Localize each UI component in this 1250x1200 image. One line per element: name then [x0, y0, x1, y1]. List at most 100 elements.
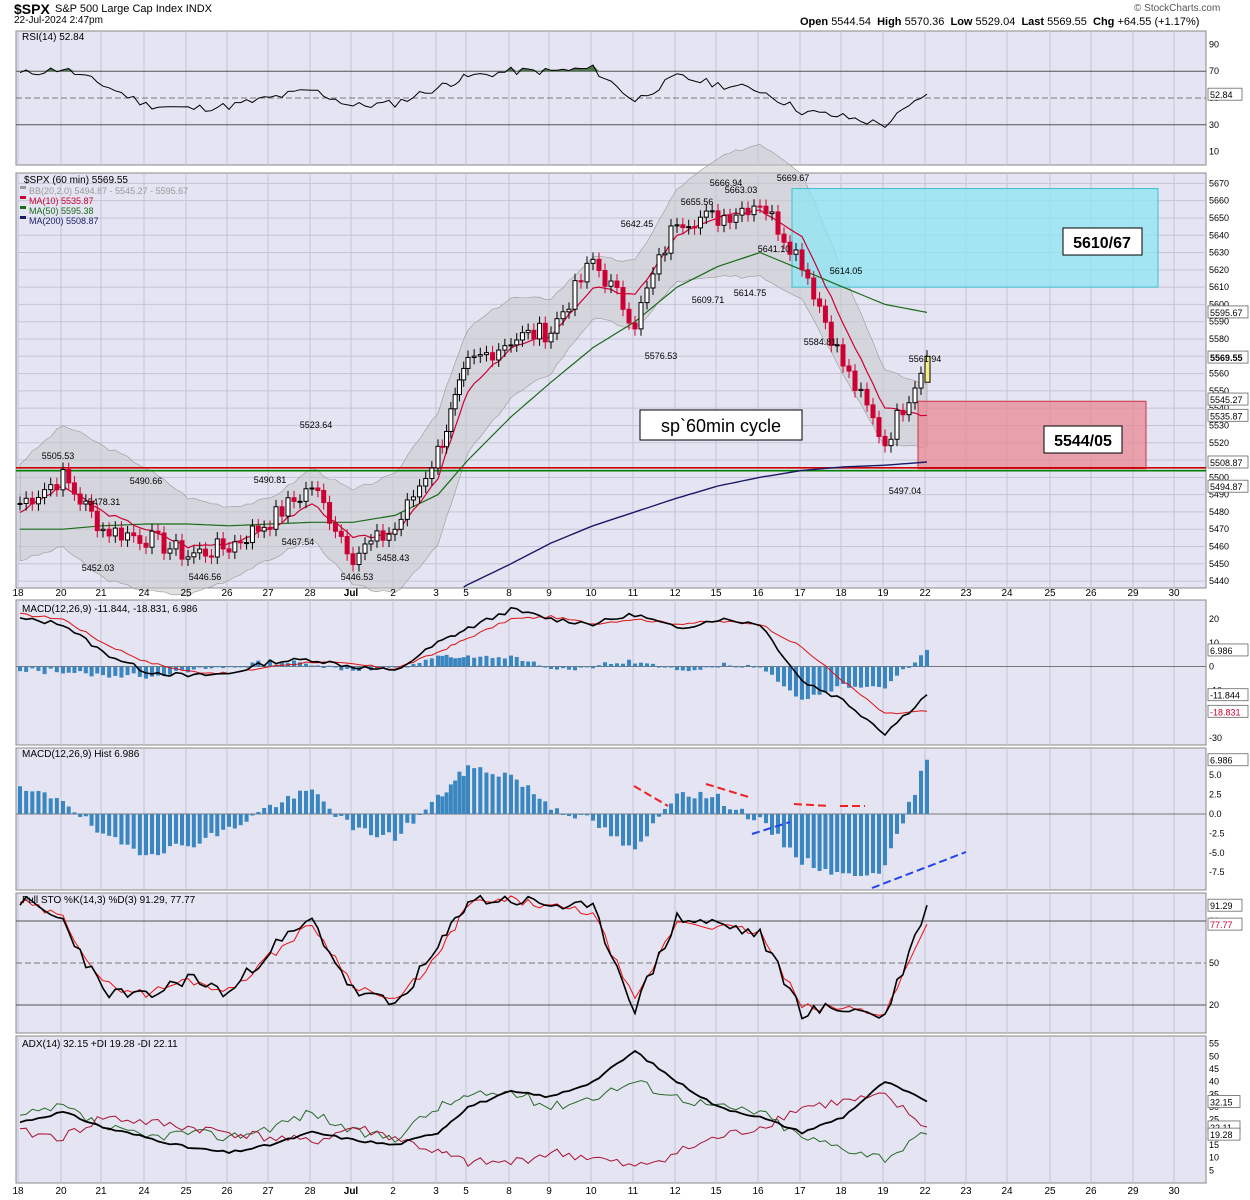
hist-bar — [61, 801, 65, 814]
candle-body — [238, 541, 244, 544]
candle-body — [846, 365, 852, 372]
rsi-overbought-fill — [581, 68, 587, 72]
x-axis-label: 26 — [1085, 588, 1097, 599]
macd-hist-bar — [770, 666, 774, 675]
candle-body — [155, 530, 161, 534]
macd-hist-bar — [387, 666, 391, 668]
quote-summary: Open 5544.54 High 5570.36 Low 5529.04 La… — [800, 16, 1199, 28]
x-axis-label: 21 — [95, 588, 107, 599]
cycle-label-box: sp`60min cycle — [639, 409, 803, 441]
candle-body — [834, 344, 840, 347]
candle-body — [48, 484, 54, 491]
macd-hist-bar — [704, 666, 709, 668]
candle-body — [537, 322, 543, 340]
x-axis-label: 5 — [463, 588, 469, 599]
macd-hist-bar — [66, 666, 71, 673]
x-axis-label: 23 — [960, 1186, 972, 1197]
hist-bar — [30, 791, 35, 814]
macd-hist-bar — [800, 666, 804, 700]
hist-bar — [48, 798, 53, 814]
hist-bar — [758, 813, 762, 818]
macd-hist-bar — [847, 666, 851, 688]
ticker-symbol: $SPX — [14, 1, 50, 17]
candle-body — [578, 280, 584, 283]
macd-hist-bar — [490, 658, 495, 667]
hist-bar — [440, 796, 445, 814]
price-annotation: 5446.56 — [189, 572, 222, 582]
price-flag: 5508.87 — [1207, 455, 1249, 469]
hist-bar — [186, 813, 190, 847]
hist-bar — [423, 809, 428, 814]
high-label: High — [877, 16, 902, 28]
cycle-label: sp`60min cycle — [661, 416, 781, 436]
macd-hist-bar — [865, 666, 869, 687]
candle-body — [680, 224, 686, 229]
candle-body — [131, 532, 137, 537]
price-flag-label: 5535.87 — [1210, 411, 1243, 421]
candle-body — [692, 226, 698, 229]
candle-body — [410, 496, 416, 501]
candle-body — [303, 488, 309, 502]
candle-body — [828, 321, 834, 346]
candle-body — [715, 210, 721, 226]
hist-bar — [174, 813, 178, 844]
candle-body — [208, 555, 214, 558]
hist-bar — [621, 813, 625, 846]
x-axis-label: 10 — [585, 1186, 597, 1197]
stockcharts-logo[interactable]: © StockCharts.com — [1134, 3, 1221, 14]
hist-bar — [835, 813, 840, 873]
macd-hist-bar — [444, 654, 449, 667]
macd-hist-bar — [526, 661, 531, 667]
hist-bar — [191, 813, 196, 848]
legend-swatch — [20, 186, 26, 189]
macd-hist-bar — [591, 666, 595, 669]
hist-bar — [502, 772, 507, 814]
hist-bar — [889, 813, 893, 849]
hist-bar — [841, 813, 845, 874]
hist-bar — [453, 780, 458, 814]
macd-hist-bar — [752, 666, 756, 668]
price-tick-label: 5480 — [1209, 507, 1229, 517]
hist-bar — [865, 813, 869, 876]
hist-bar — [692, 798, 697, 814]
price-flag: 5545.27 — [1207, 392, 1249, 406]
hist-bar — [847, 813, 851, 874]
hist-bar — [776, 813, 780, 834]
candle-body — [448, 408, 454, 432]
macd-hist-bar — [238, 666, 243, 668]
price-tick-label: 5610 — [1209, 282, 1229, 292]
macd-hist-bar — [18, 666, 22, 672]
hist-bar — [609, 813, 613, 837]
hist-bar — [509, 774, 513, 814]
hist-bar — [244, 813, 249, 822]
macd-hist-bar — [639, 662, 643, 667]
hist-bar — [18, 786, 22, 814]
adx-panel-label: ADX(14) 32.15 +DI 19.28 -DI 22.11 — [22, 1039, 178, 1050]
hist-bar — [54, 798, 59, 814]
adx-tick-label: 25 — [1209, 1115, 1219, 1125]
hist-bar — [829, 813, 834, 875]
x-axis-label: 25 — [180, 1186, 192, 1197]
x-axis-label: 11 — [628, 588, 639, 599]
hist-bar — [853, 813, 857, 876]
candle-body — [596, 258, 602, 271]
macd-flag-label: -11.844 — [1210, 691, 1240, 701]
hist-bar — [615, 813, 619, 837]
x-axis-label: 5 — [463, 1186, 469, 1197]
price-annotation: 5478.31 — [88, 497, 121, 507]
candle-body — [214, 538, 220, 558]
hist-bar — [95, 813, 100, 833]
candle-body — [894, 409, 900, 440]
macd-hist-bar — [645, 663, 649, 667]
ma200-line — [463, 461, 928, 588]
macd-hist-bar — [215, 666, 220, 668]
macd-hist-bar — [310, 665, 314, 667]
hist-bar — [740, 808, 744, 814]
price-annotation: 5609.71 — [692, 295, 725, 305]
candle-body — [686, 226, 692, 229]
macd-hist-bar — [250, 662, 255, 667]
macd-hist-bar — [716, 666, 720, 668]
candle-body — [733, 214, 739, 223]
macd-hist-bar — [692, 666, 697, 671]
candle-body — [602, 269, 608, 287]
